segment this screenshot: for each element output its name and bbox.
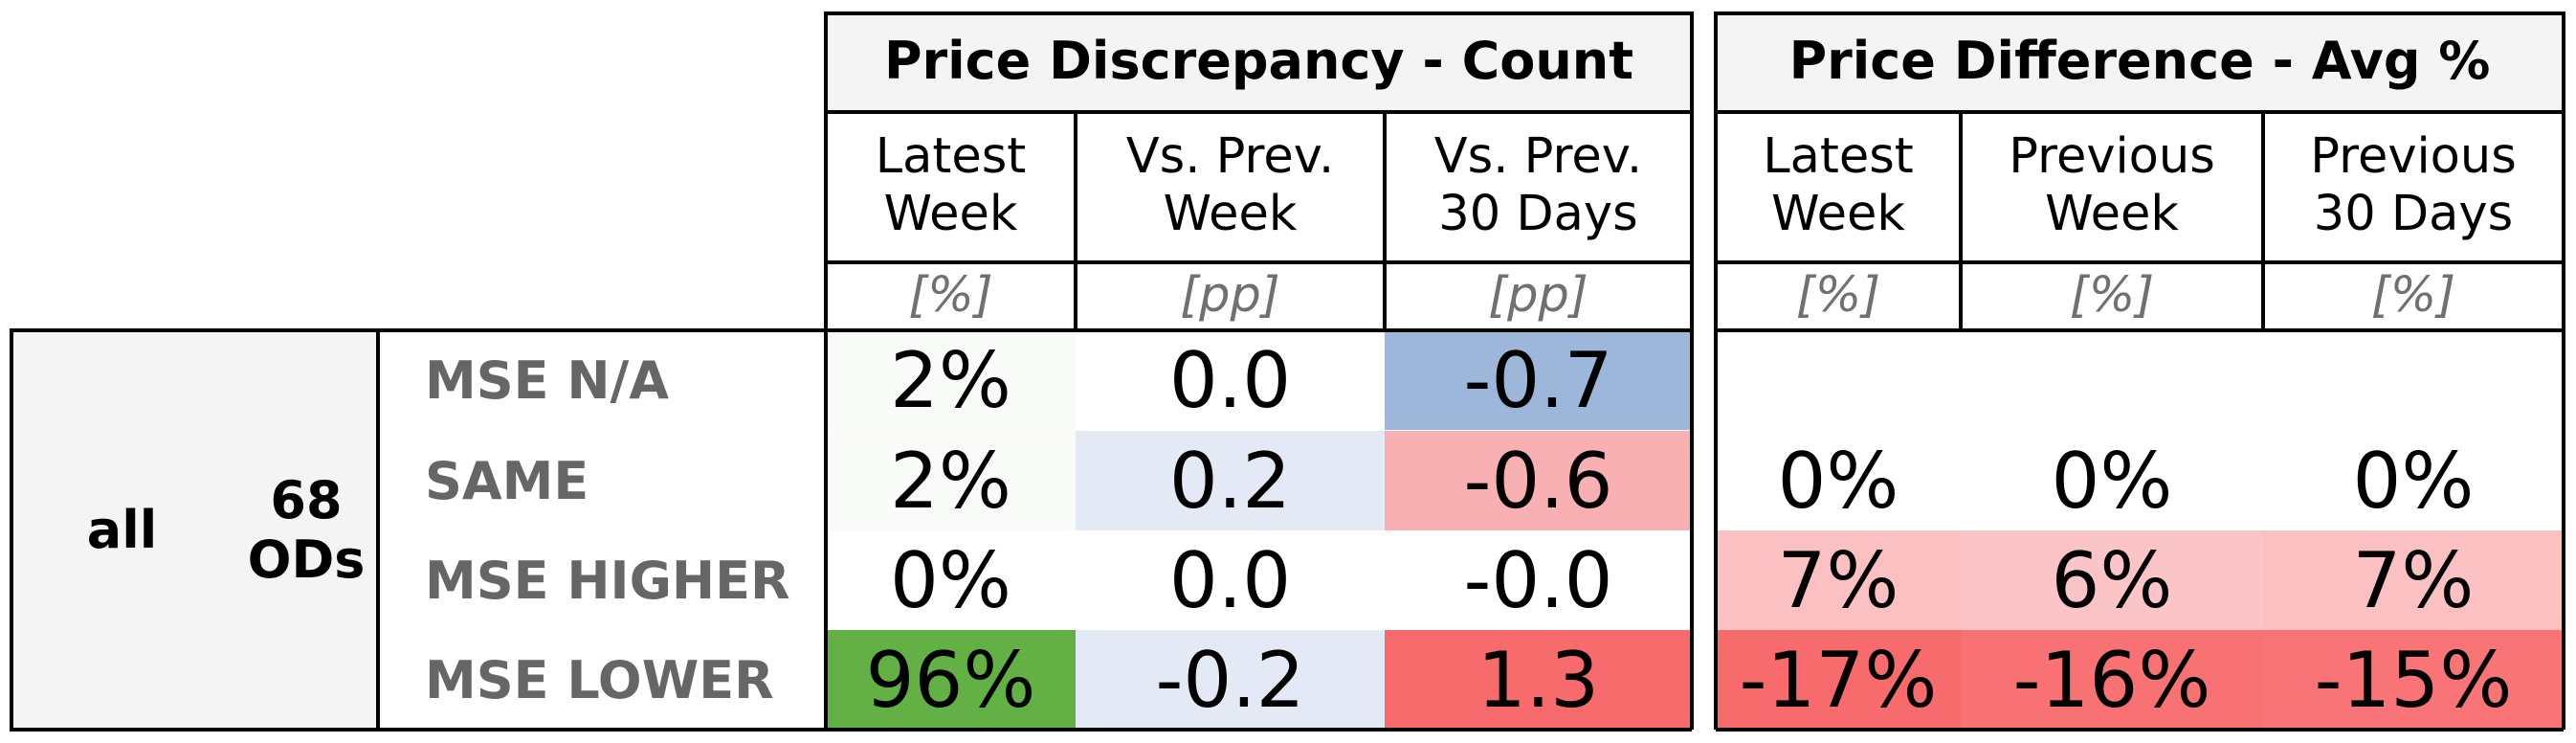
- column-unit: [%]: [908, 267, 993, 324]
- table-cell: -0.2: [1076, 630, 1385, 730]
- table-cell: 0%: [2263, 431, 2564, 530]
- border: [1716, 328, 2564, 332]
- table-cell: 7%: [2263, 530, 2564, 630]
- table-cell: 0%: [1961, 431, 2263, 530]
- table-cell: [1716, 330, 1961, 430]
- border: [1716, 260, 2564, 264]
- table-cell: 96%: [826, 630, 1076, 730]
- group-name: all: [86, 500, 158, 560]
- table-cell: 0%: [826, 530, 1076, 630]
- border: [1716, 728, 2564, 732]
- border: [826, 11, 1692, 15]
- table-cell: 0.0: [1076, 330, 1385, 430]
- column-header: Vs. Prev. 30 Days: [1433, 127, 1643, 242]
- border: [826, 328, 1692, 332]
- column-unit: [%]: [1795, 267, 1881, 324]
- table-cell: -15%: [2263, 630, 2564, 730]
- column-unit: [pp]: [1488, 267, 1588, 324]
- border: [826, 260, 1692, 264]
- table-cell: 7%: [1716, 530, 1961, 630]
- row-label: MSE N/A: [425, 349, 670, 411]
- column-divider: [1383, 110, 1387, 330]
- border: [1716, 110, 2564, 114]
- table-cell: 0%: [1716, 431, 1961, 530]
- table-cell: -0.0: [1385, 530, 1692, 630]
- column-divider: [1074, 110, 1077, 330]
- border: [1690, 11, 1694, 730]
- table-cell: [1961, 330, 2263, 430]
- border: [826, 728, 1692, 732]
- group-count: 68 ODs: [247, 469, 366, 590]
- row-label: SAME: [425, 450, 589, 511]
- border: [824, 11, 828, 730]
- column-header: Vs. Prev. Week: [1125, 127, 1335, 242]
- border: [11, 328, 826, 332]
- section-title: Price Difference - Avg %: [1716, 11, 2564, 110]
- column-header: Previous 30 Days: [2310, 127, 2517, 242]
- column-divider: [2261, 110, 2265, 330]
- table-cell: [2263, 330, 2564, 430]
- table-cell: -17%: [1716, 630, 1961, 730]
- row-label: MSE HIGHER: [425, 550, 790, 611]
- border: [11, 728, 826, 732]
- border: [376, 328, 380, 732]
- table-cell: 2%: [826, 330, 1076, 430]
- group-panel: [11, 330, 378, 730]
- border: [10, 328, 13, 732]
- table-cell: 0.0: [1076, 530, 1385, 630]
- column-unit: [pp]: [1180, 267, 1280, 324]
- border: [826, 110, 1692, 114]
- column-header: Latest Week: [1763, 127, 1914, 242]
- table-cell: -0.6: [1385, 431, 1692, 530]
- section-title: Price Discrepancy - Count: [826, 11, 1692, 110]
- table-cell: -0.7: [1385, 330, 1692, 430]
- border: [2562, 11, 2565, 730]
- table-cell: 6%: [1961, 530, 2263, 630]
- table-cell: -16%: [1961, 630, 2263, 730]
- column-unit: [%]: [2069, 267, 2155, 324]
- border: [1716, 11, 2564, 15]
- table-cell: 2%: [826, 431, 1076, 530]
- column-header: Latest Week: [875, 127, 1027, 242]
- column-unit: [%]: [2370, 267, 2456, 324]
- column-header: Previous Week: [2009, 127, 2215, 242]
- column-divider: [1959, 110, 1963, 330]
- table-cell: 1.3: [1385, 630, 1692, 730]
- table-cell: 0.2: [1076, 431, 1385, 530]
- row-label: MSE LOWER: [425, 649, 774, 710]
- border: [1714, 11, 1718, 730]
